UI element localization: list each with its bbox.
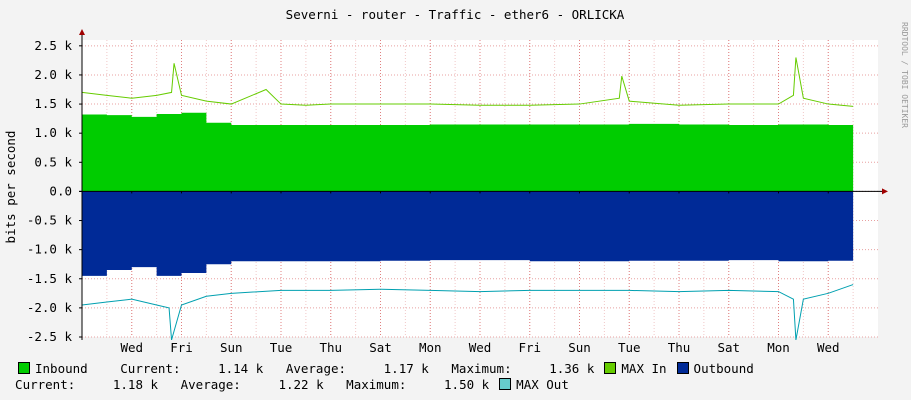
x-tick-label-0: Wed xyxy=(120,340,143,355)
y-tick-label-7: -1.0 k xyxy=(27,242,73,257)
rrdtool-watermark: RRDTOOL / TOBI OETIKER xyxy=(900,22,909,128)
y-axis-label: bits per second xyxy=(3,131,18,244)
chart-title: Severni - router - Traffic - ether6 - OR… xyxy=(286,7,625,22)
series-inbound xyxy=(82,112,854,192)
x-tick-label-7: Wed xyxy=(469,340,492,355)
axes xyxy=(79,29,888,340)
series-max-out xyxy=(81,284,854,341)
x-tick-label-8: Fri xyxy=(518,340,541,355)
x-tick-label-14: Wed xyxy=(817,340,840,355)
legend-stats: Current: 1.14 k Average: 1.17 k Maximum:… xyxy=(97,361,595,376)
legend-swatch xyxy=(18,362,30,374)
x-tick-label-12: Sat xyxy=(717,340,740,355)
x-tick-label-1: Fri xyxy=(170,340,193,355)
legend-row-2: Current: 1.18 k Average: 1.22 k Maximum:… xyxy=(0,377,911,393)
x-tick-label-4: Thu xyxy=(319,340,342,355)
x-axis-arrow xyxy=(882,188,888,195)
legend-label: MAX Out xyxy=(516,377,569,392)
x-tick-label-6: Mon xyxy=(419,340,442,355)
y-tick-label-0: 2.5 k xyxy=(34,38,72,53)
legend-swatch xyxy=(604,362,617,374)
x-tick-label-13: Mon xyxy=(767,340,790,355)
y-tick-label-3: 1.0 k xyxy=(34,125,72,140)
legend-row-1: Inbound Current: 1.14 k Average: 1.17 k … xyxy=(0,361,911,377)
x-tick-label-11: Thu xyxy=(668,340,691,355)
y-tick-label-2: 1.5 k xyxy=(34,96,72,111)
legend-stats: Current: 1.18 k Average: 1.22 k Maximum:… xyxy=(0,377,490,392)
x-tick-label-10: Tue xyxy=(618,340,641,355)
y-tick-label-5: 0.0 xyxy=(49,183,72,198)
legend-item-inbound: Inbound xyxy=(18,361,88,376)
x-tick-label-5: Sat xyxy=(369,340,392,355)
legend-swatch xyxy=(499,378,512,390)
y-tick-label-1: 2.0 k xyxy=(34,67,72,82)
y-tick-label-10: -2.5 k xyxy=(27,329,73,344)
x-tick-label-9: Sun xyxy=(568,340,591,355)
legend-label: Outbound xyxy=(693,361,754,376)
series-layer xyxy=(81,57,854,341)
legend-label: Inbound xyxy=(35,361,88,376)
legend-swatch xyxy=(676,362,689,374)
series-outbound xyxy=(82,191,854,276)
legend-item-outbound: Outbound xyxy=(676,361,754,376)
x-tick-label-3: Tue xyxy=(270,340,293,355)
x-tick-label-2: Sun xyxy=(220,340,243,355)
y-axis-arrow xyxy=(79,29,85,35)
y-tick-label-8: -1.5 k xyxy=(27,271,73,286)
series-max-in xyxy=(81,57,854,107)
y-tick-label-4: 0.5 k xyxy=(34,154,72,169)
axis-labels: 2.5 k 2.0 k 1.5 k 1.0 k 0.5 k 0.0 -0.5 k -1.0 k… xyxy=(27,38,840,355)
legend-item-max-out: MAX Out xyxy=(499,377,569,392)
y-tick-label-9: -2.0 k xyxy=(27,300,73,315)
y-tick-label-6: -0.5 k xyxy=(27,213,73,228)
legend-item-max-in: MAX In xyxy=(604,361,667,376)
legend-label: MAX In xyxy=(621,361,667,376)
